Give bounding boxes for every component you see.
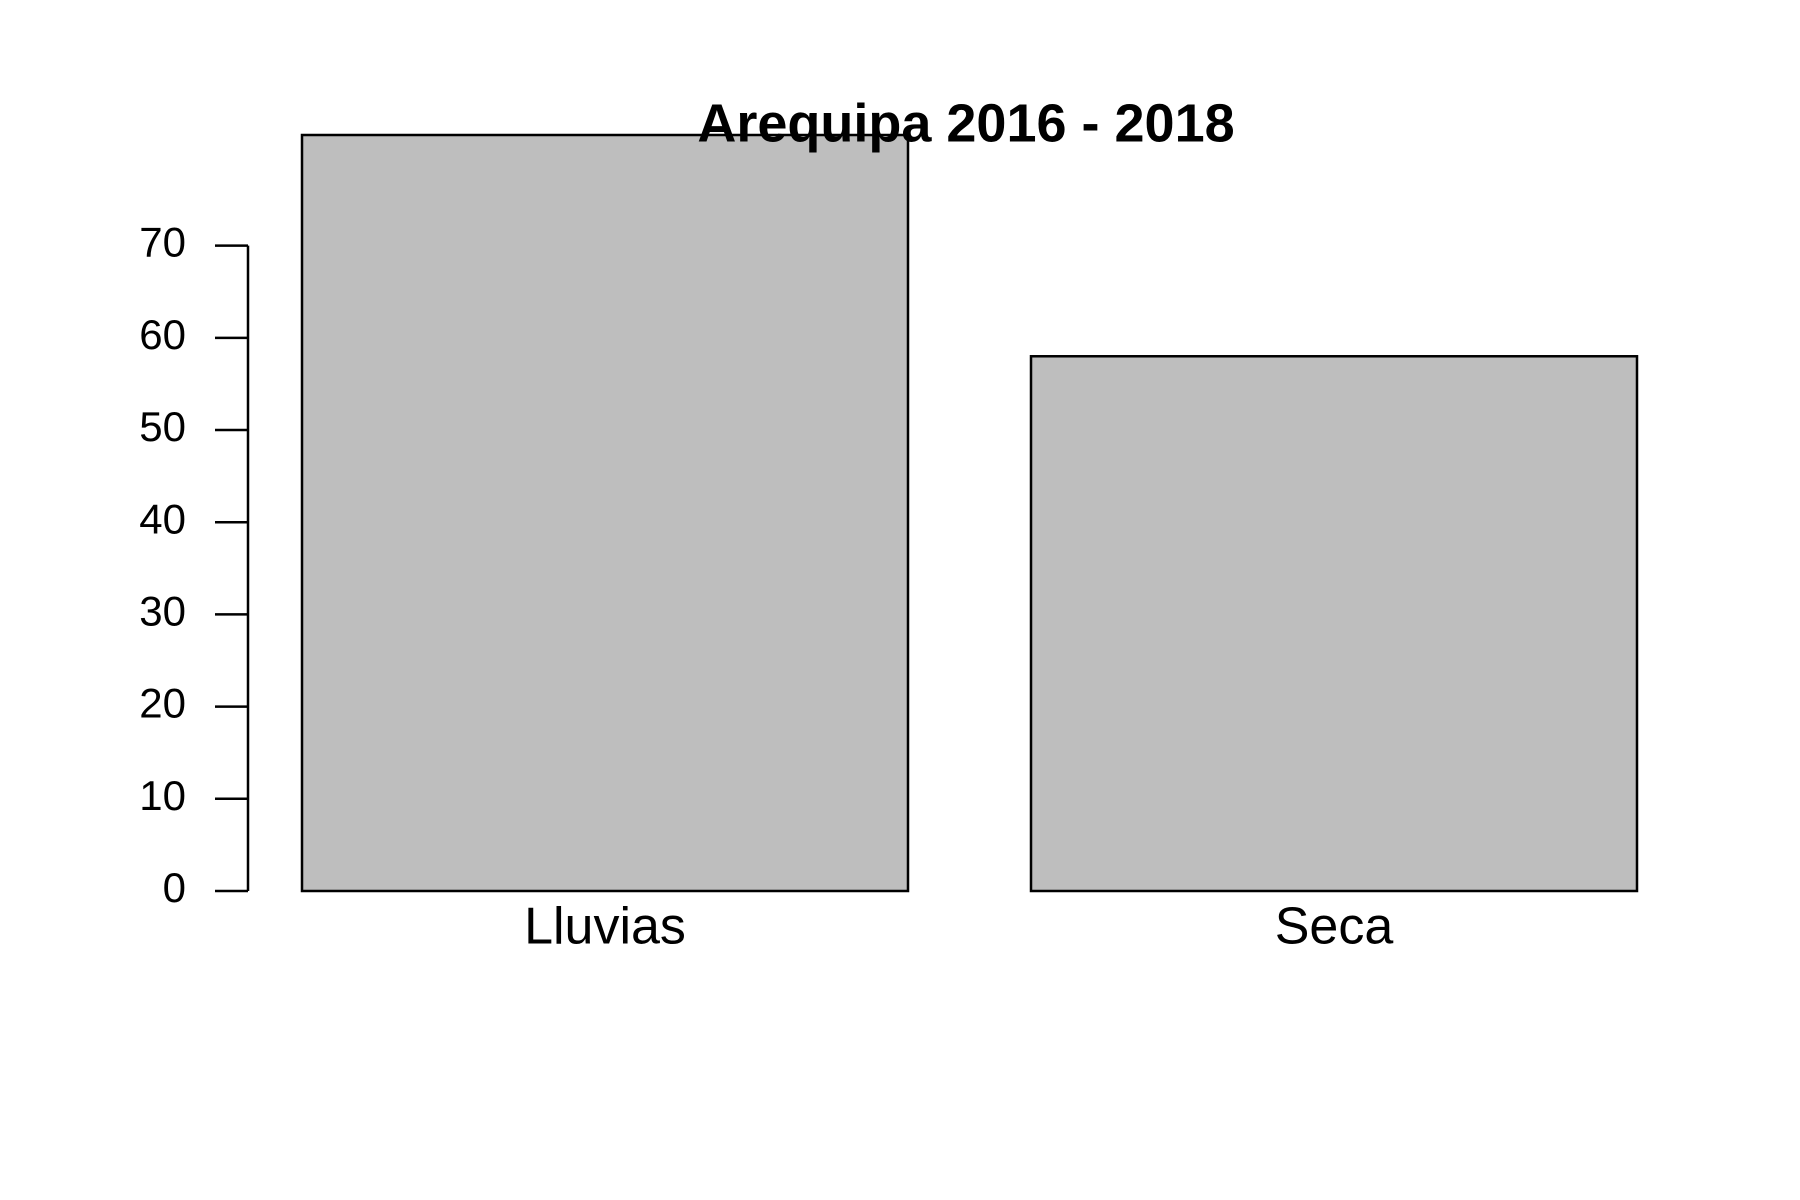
y-tick-label: 30 — [139, 588, 186, 635]
y-tick-label: 0 — [163, 864, 186, 911]
y-tick-label: 10 — [139, 772, 186, 819]
chart-title: Arequipa 2016 - 2018 — [697, 93, 1234, 153]
y-tick-label: 60 — [139, 311, 186, 358]
y-tick-label: 40 — [139, 495, 186, 542]
x-tick-label: Lluvias — [524, 898, 686, 956]
y-tick-label: 20 — [139, 680, 186, 727]
y-tick-label: 50 — [139, 403, 186, 450]
x-tick-label: Seca — [1275, 898, 1394, 956]
bar — [300, 133, 910, 893]
bar — [1029, 355, 1639, 893]
y-tick-label: 70 — [139, 219, 186, 266]
